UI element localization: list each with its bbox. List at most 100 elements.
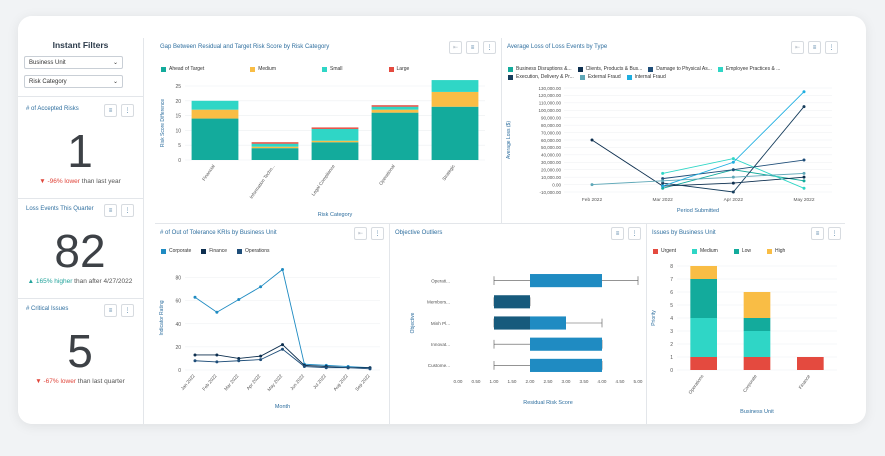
expand-icon[interactable]: ⇤ <box>791 41 804 54</box>
legend-label: Medium <box>258 66 277 72</box>
more-icon[interactable]: ⋮ <box>483 41 496 54</box>
legend-item[interactable]: Clients, Products & Bus... <box>577 66 642 72</box>
bar-segment <box>371 112 419 160</box>
filter-icon[interactable]: ≡ <box>104 304 117 317</box>
filter-icon[interactable]: ≡ <box>808 41 821 54</box>
legend-swatch <box>508 66 513 72</box>
divider <box>501 38 502 223</box>
x-tick-label: Information Techn... <box>249 164 276 200</box>
risk-category-select[interactable]: Risk Category ⌄ <box>24 75 123 88</box>
y-tick-label: 8 <box>670 264 673 270</box>
x-tick-label: 4.50 <box>616 379 625 384</box>
business-unit-select[interactable]: Business Unit ⌄ <box>24 56 123 69</box>
legend-swatch <box>161 66 166 72</box>
legend-item[interactable]: Corporate <box>161 248 191 254</box>
legend-item[interactable]: Medium <box>692 248 718 254</box>
bar-segment <box>251 148 299 160</box>
legend-item[interactable]: Low <box>733 248 751 254</box>
y-tick-label: 100,000.00 <box>538 108 561 113</box>
data-point <box>281 347 284 351</box>
legend-swatch <box>322 66 328 72</box>
legend-item[interactable]: Small <box>322 66 343 72</box>
expand-icon[interactable]: ⇤ <box>354 227 367 240</box>
x-tick-label: 0.00 <box>454 379 463 384</box>
divider <box>389 224 390 424</box>
data-point <box>259 358 263 362</box>
legend-label: Low <box>741 248 751 254</box>
legend-swatch <box>388 66 394 72</box>
y-axis-title: Average Loss ($) <box>506 121 512 159</box>
legend-item[interactable]: Finance <box>201 248 227 254</box>
legend-item[interactable]: External Fraud <box>579 74 621 80</box>
business-unit-label: Business Unit <box>29 59 66 66</box>
kpi-change-value: 165% higher <box>35 278 73 285</box>
filter-icon[interactable]: ≡ <box>104 204 117 217</box>
data-point <box>661 184 665 188</box>
kpi-title: Loss Events This Quarter <box>26 206 94 212</box>
filter-icon[interactable]: ≡ <box>611 227 624 240</box>
more-icon[interactable]: ⋮ <box>121 204 134 217</box>
chevron-down-icon: ⌄ <box>112 79 118 85</box>
legend-item[interactable]: Medium <box>250 66 276 72</box>
y-tick-label: 40,000.00 <box>541 153 562 158</box>
x-axis-title: Residual Risk Score <box>523 400 573 406</box>
expand-icon[interactable]: ⇤ <box>449 41 462 54</box>
y-tick-label: 30,000.00 <box>541 160 562 165</box>
kpi-value: 1 <box>67 125 93 177</box>
bar-segment <box>690 357 717 370</box>
kpi-arrow-icon: ▼ <box>35 378 42 385</box>
y-tick-label: 0 <box>178 158 181 164</box>
data-point <box>802 186 806 190</box>
legend-swatch <box>161 248 166 254</box>
legend-item[interactable]: Employee Practices & ... <box>717 66 780 72</box>
legend-item[interactable]: Damage to Physical As... <box>648 66 712 72</box>
data-point <box>302 365 306 369</box>
legend-item[interactable]: Business Disruptions &... <box>508 66 572 72</box>
more-icon[interactable]: ⋮ <box>121 304 134 317</box>
legend-item[interactable]: Large <box>388 66 409 72</box>
x-tick-label: Legal Compliance <box>311 163 336 196</box>
filter-icon[interactable]: ≡ <box>466 41 479 54</box>
filter-icon[interactable]: ≡ <box>104 104 117 117</box>
legend-swatch <box>579 74 585 80</box>
x-tick-label: Mar 2022 <box>653 197 674 203</box>
data-point <box>802 90 806 94</box>
x-tick-label: 3.00 <box>562 379 571 384</box>
data-point <box>281 343 284 347</box>
legend-swatch <box>733 248 739 254</box>
bar-segment <box>431 91 479 107</box>
more-icon[interactable]: ⋮ <box>628 227 641 240</box>
gap-chart-panel: Gap Between Residual and Target Risk Sco… <box>155 38 500 223</box>
bar-segment <box>371 105 419 107</box>
filter-icon[interactable]: ≡ <box>811 227 824 240</box>
more-icon[interactable]: ⋮ <box>828 227 841 240</box>
data-point <box>802 179 806 183</box>
divider <box>18 96 143 97</box>
bar-segment <box>690 279 717 318</box>
x-tick-label: Finance <box>798 373 812 390</box>
more-icon[interactable]: ⋮ <box>121 104 134 117</box>
bar-segment <box>251 143 299 147</box>
legend-item[interactable]: Urgent <box>653 248 676 254</box>
legend-item[interactable]: Operations <box>237 248 270 254</box>
series-line <box>194 268 371 369</box>
x-tick-label: Mar 2022 <box>223 373 240 391</box>
data-point <box>193 359 197 363</box>
y-tick-label: 4 <box>670 316 673 322</box>
x-tick-label: Jan 2022 <box>180 373 196 391</box>
legend-item[interactable]: Ahead of Target <box>161 66 204 72</box>
more-icon[interactable]: ⋮ <box>371 227 384 240</box>
legend-item[interactable]: Execution, Delivery & Pr... <box>508 74 574 80</box>
data-point <box>731 160 735 164</box>
x-tick-label: Feb 2022 <box>201 373 218 391</box>
series-line <box>662 91 805 187</box>
more-icon[interactable]: ⋮ <box>825 41 838 54</box>
legend-swatch <box>653 248 658 254</box>
legend-item[interactable]: Internal Fraud <box>626 74 666 80</box>
data-point <box>661 177 665 181</box>
y-tick-label: 0 <box>178 368 181 374</box>
kpi-card: # Critical Issues ≡ ⋮ 5 ▼ -67% lower tha… <box>24 300 136 396</box>
legend-item[interactable]: High <box>767 248 785 254</box>
legend-label: Operations <box>245 248 270 254</box>
kpi-change-value: -96% lower <box>47 178 80 185</box>
